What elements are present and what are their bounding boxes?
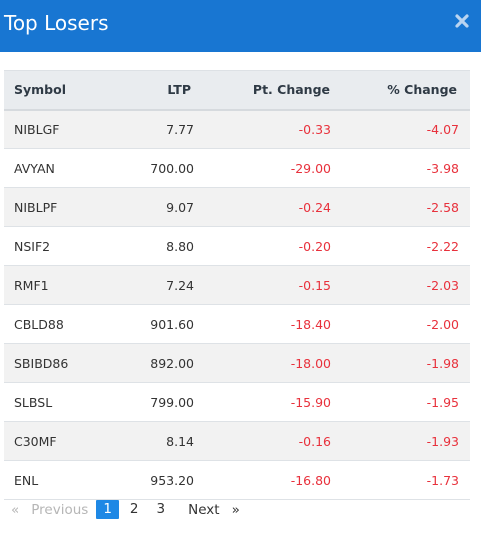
ltp-cell: 700.00 (150, 160, 194, 176)
pct-change-cell: -2.00 (426, 316, 459, 332)
pt-change-cell: -0.24 (298, 199, 331, 215)
pagination: « Previous 1 2 3 Next » (11, 499, 240, 520)
symbol-cell: NIBLPF (14, 199, 58, 215)
symbol-cell: RMF1 (14, 277, 49, 293)
symbol-cell: SBIBD86 (14, 355, 69, 371)
pt-change-cell: -16.80 (290, 472, 331, 488)
ltp-cell: 8.14 (166, 433, 194, 449)
pct-change-cell: -1.98 (426, 355, 459, 371)
column-header-symbol[interactable]: Symbol (14, 82, 66, 98)
symbol-cell: ENL (14, 472, 39, 488)
next-button[interactable]: Next (188, 501, 220, 518)
pt-change-cell: -29.00 (290, 160, 331, 176)
table-row[interactable]: AVYAN 700.00 -29.00 -3.98 (4, 148, 470, 188)
ltp-cell: 892.00 (150, 355, 194, 371)
pt-change-cell: -0.33 (298, 121, 331, 137)
ltp-cell: 799.00 (150, 394, 194, 410)
page-3-button[interactable]: 3 (156, 501, 166, 517)
symbol-cell: SLBSL (14, 394, 53, 410)
symbol-cell: AVYAN (14, 160, 55, 176)
page-2-button[interactable]: 2 (129, 501, 139, 517)
previous-arrow-icon: « (11, 501, 20, 518)
ltp-cell: 953.20 (150, 472, 194, 488)
table-row[interactable]: SLBSL 799.00 -15.90 -1.95 (4, 382, 470, 422)
pct-change-cell: -1.73 (426, 472, 459, 488)
losers-table: Symbol LTP Pt. Change % Change NIBLGF 7.7… (4, 70, 470, 500)
modal-title: Top Losers (4, 11, 109, 35)
table-row[interactable]: C30MF 8.14 -0.16 -1.93 (4, 421, 470, 461)
ltp-cell: 7.77 (166, 121, 194, 137)
pt-change-cell: -15.90 (290, 394, 331, 410)
pct-change-cell: -4.07 (426, 121, 459, 137)
table-row[interactable]: SBIBD86 892.00 -18.00 -1.98 (4, 343, 470, 383)
pt-change-cell: -0.20 (298, 238, 331, 254)
table-row[interactable]: RMF1 7.24 -0.15 -2.03 (4, 265, 470, 305)
symbol-cell: CBLD88 (14, 316, 64, 332)
table-body: NIBLGF 7.77 -0.33 -4.07 AVYAN 700.00 -29.00 -3.… (4, 109, 470, 500)
modal-header: Top Losers (0, 0, 481, 52)
ltp-cell: 8.80 (166, 238, 194, 254)
pct-change-cell: -1.93 (426, 433, 459, 449)
pct-change-cell: -2.03 (426, 277, 459, 293)
pt-change-cell: -0.15 (298, 277, 331, 293)
symbol-cell: NSIF2 (14, 238, 51, 254)
ltp-cell: 901.60 (150, 316, 194, 332)
column-header-pct-change[interactable]: % Change (387, 82, 457, 98)
table-row[interactable]: NIBLPF 9.07 -0.24 -2.58 (4, 187, 470, 227)
pt-change-cell: -18.00 (290, 355, 331, 371)
pt-change-cell: -18.40 (290, 316, 331, 332)
pt-change-cell: -0.16 (298, 433, 331, 449)
symbol-cell: NIBLGF (14, 121, 60, 137)
pct-change-cell: -2.22 (426, 238, 459, 254)
next-arrow-icon[interactable]: » (231, 501, 240, 518)
symbol-cell: C30MF (14, 433, 57, 449)
table-row[interactable]: NIBLGF 7.77 -0.33 -4.07 (4, 109, 470, 149)
pct-change-cell: -3.98 (426, 160, 459, 176)
table-row[interactable]: ENL 953.20 -16.80 -1.73 (4, 460, 470, 500)
close-icon[interactable] (454, 13, 470, 29)
ltp-cell: 7.24 (166, 277, 194, 293)
column-header-ltp[interactable]: LTP (167, 82, 191, 98)
ltp-cell: 9.07 (166, 199, 194, 215)
table-row[interactable]: NSIF2 8.80 -0.20 -2.22 (4, 226, 470, 266)
previous-button[interactable]: Previous (31, 501, 89, 518)
page-1-button[interactable]: 1 (96, 500, 119, 519)
table-row[interactable]: CBLD88 901.60 -18.40 -2.00 (4, 304, 470, 344)
table-header-row: Symbol LTP Pt. Change % Change (4, 70, 470, 110)
pct-change-cell: -1.95 (426, 394, 459, 410)
losers-table-container: Symbol LTP Pt. Change % Change NIBLGF 7.7… (4, 70, 470, 500)
pct-change-cell: -2.58 (426, 199, 459, 215)
column-header-pt-change[interactable]: Pt. Change (252, 82, 330, 98)
